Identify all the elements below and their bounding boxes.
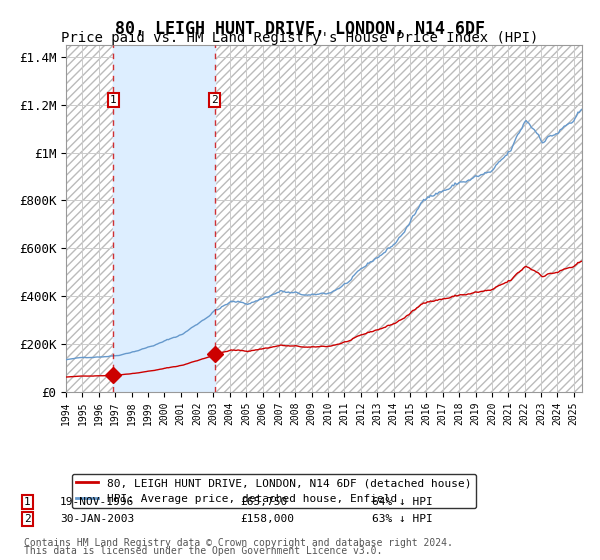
Text: 2: 2	[211, 95, 218, 105]
Text: 64% ↓ HPI: 64% ↓ HPI	[372, 497, 433, 507]
Text: £158,000: £158,000	[240, 514, 294, 524]
Text: 1: 1	[110, 95, 117, 105]
Text: 19-NOV-1996: 19-NOV-1996	[60, 497, 134, 507]
Text: Contains HM Land Registry data © Crown copyright and database right 2024.: Contains HM Land Registry data © Crown c…	[24, 538, 453, 548]
Legend: 80, LEIGH HUNT DRIVE, LONDON, N14 6DF (detached house), HPI: Average price, deta: 80, LEIGH HUNT DRIVE, LONDON, N14 6DF (d…	[71, 474, 476, 508]
Text: 1: 1	[24, 497, 31, 507]
Text: 30-JAN-2003: 30-JAN-2003	[60, 514, 134, 524]
Text: Price paid vs. HM Land Registry's House Price Index (HPI): Price paid vs. HM Land Registry's House …	[61, 31, 539, 45]
Text: This data is licensed under the Open Government Licence v3.0.: This data is licensed under the Open Gov…	[24, 547, 382, 557]
Text: 80, LEIGH HUNT DRIVE, LONDON, N14 6DF: 80, LEIGH HUNT DRIVE, LONDON, N14 6DF	[115, 20, 485, 38]
Text: 2: 2	[24, 514, 31, 524]
Text: £65,750: £65,750	[240, 497, 287, 507]
Text: 63% ↓ HPI: 63% ↓ HPI	[372, 514, 433, 524]
Bar	[113, 45, 215, 392]
